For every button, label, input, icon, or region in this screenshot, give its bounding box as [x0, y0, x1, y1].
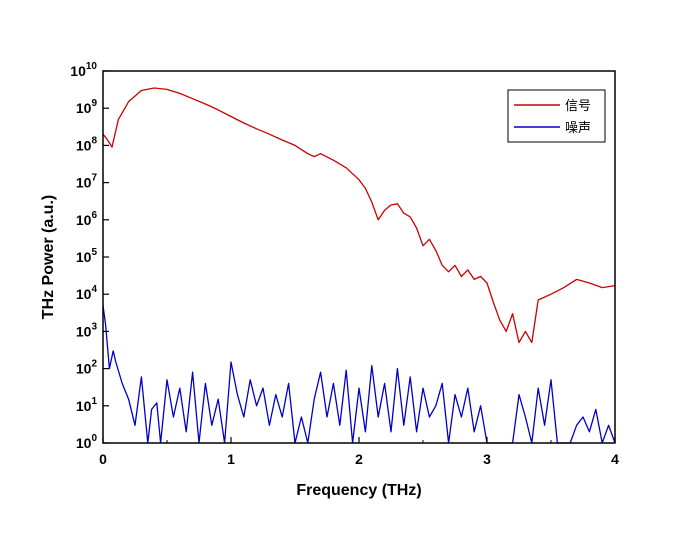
- y-tick-label: 105: [76, 247, 98, 265]
- y-tick-label: 109: [76, 98, 98, 116]
- y-tick-label: 104: [76, 284, 98, 302]
- y-tick-label: 108: [76, 135, 98, 153]
- y-tick-label: 1010: [70, 61, 97, 79]
- x-tick-label: 2: [355, 451, 363, 467]
- legend-box: [507, 89, 606, 143]
- x-tick-label: 3: [483, 451, 491, 467]
- y-axis: 100 101 102 103 104 105 106 107 108 109 1010: [70, 61, 109, 451]
- series-line-signal: [102, 87, 616, 344]
- legend-label-noise: 噪声: [565, 121, 591, 136]
- series-line-noise: [102, 305, 616, 444]
- y-tick-label: 100: [76, 433, 98, 451]
- x-tick-label: 1: [227, 451, 235, 467]
- legend-label-signal: 信号: [565, 99, 591, 114]
- y-tick-label: 102: [76, 359, 98, 377]
- y-tick-label: 106: [76, 210, 98, 228]
- legend: 信号 噪声: [507, 89, 606, 143]
- x-axis-title: Frequency (THz): [296, 482, 421, 499]
- y-axis-title: THz Power (a.u.): [40, 195, 57, 319]
- series-layer: [102, 87, 616, 444]
- x-tick-label: 0: [99, 451, 107, 467]
- x-axis: 0 1 2 3 4: [99, 437, 619, 467]
- y-tick-label: 103: [76, 321, 98, 339]
- y-tick-label: 107: [76, 173, 98, 191]
- y-tick-label: 101: [76, 396, 98, 414]
- x-tick-label: 4: [611, 451, 619, 467]
